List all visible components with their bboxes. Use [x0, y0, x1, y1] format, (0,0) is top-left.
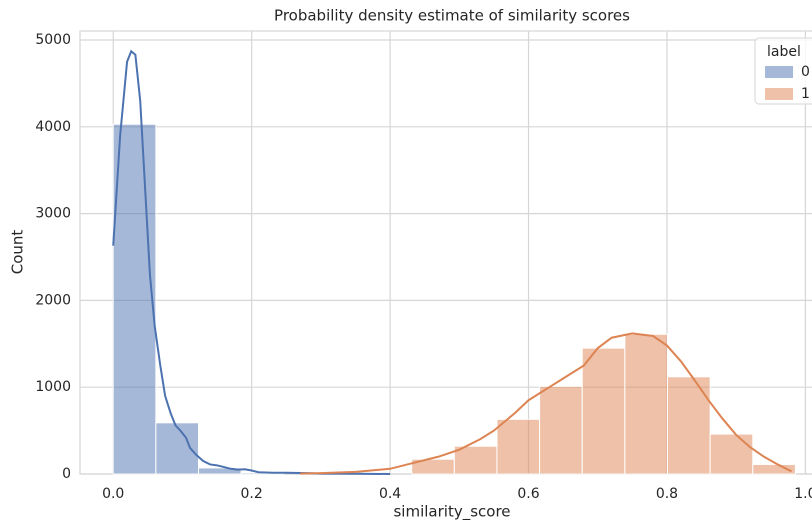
x-tick-label: 1.0: [794, 486, 812, 502]
y-tick-label: 3000: [35, 206, 71, 222]
x-tick-label: 0.6: [517, 486, 539, 502]
histogram-bar: [667, 376, 711, 475]
histogram-bar: [624, 333, 669, 475]
legend-label: 0: [801, 64, 810, 80]
y-tick-label: 2000: [35, 292, 71, 308]
histogram-bar: [496, 418, 541, 475]
histogram-bar: [709, 433, 754, 475]
legend-swatch: [765, 66, 793, 78]
histogram-bar: [197, 467, 242, 475]
kde-line: [300, 332, 792, 475]
histogram-bar: [752, 463, 796, 475]
legend-label: 1: [801, 86, 810, 102]
kde-line: [112, 49, 391, 475]
y-tick-label: 4000: [35, 119, 71, 135]
x-tick-label: 0.2: [241, 486, 263, 502]
histogram-bar: [581, 347, 626, 475]
y-axis-label: Count: [9, 230, 27, 275]
y-tick-label: 0: [62, 466, 71, 482]
x-tick-label: 0.4: [379, 486, 401, 502]
histogram-bar: [539, 385, 583, 475]
histogram-bar: [112, 123, 157, 475]
chart-title: Probability density estimate of similari…: [274, 7, 630, 25]
y-tick-label: 1000: [35, 379, 71, 395]
x-tick-label: 0.8: [656, 486, 678, 502]
x-axis-label: similarity_score: [393, 503, 510, 522]
legend-title: label: [767, 44, 801, 60]
y-tick-label: 5000: [35, 32, 71, 48]
histogram-bar: [155, 422, 199, 475]
x-tick-label: 0.0: [102, 486, 124, 502]
histogram-bar: [453, 445, 498, 475]
legend-swatch: [765, 88, 793, 100]
